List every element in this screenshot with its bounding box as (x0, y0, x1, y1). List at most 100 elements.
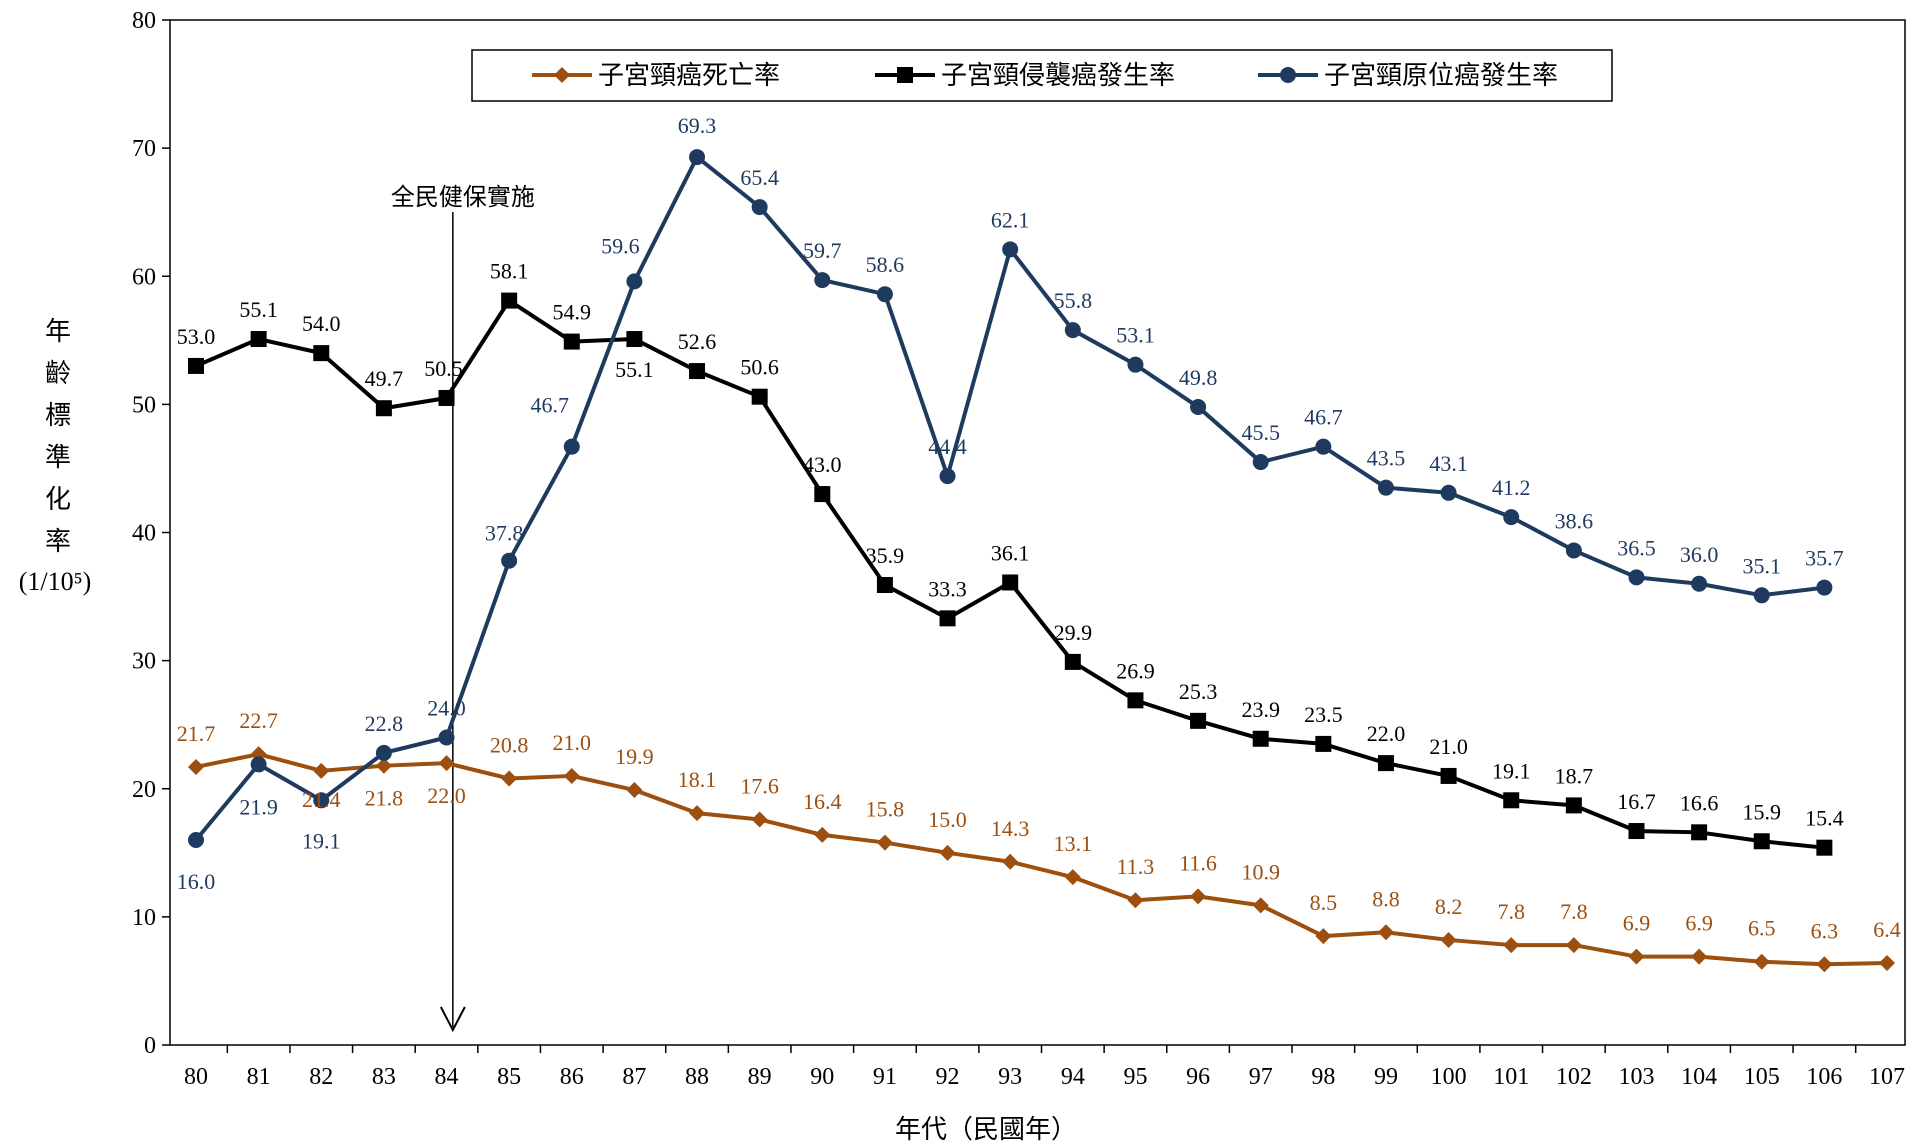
x-tick-label: 98 (1311, 1064, 1335, 1090)
data-label: 18.7 (1555, 763, 1594, 788)
data-point (1315, 735, 1332, 752)
data-point (689, 805, 706, 822)
data-point (897, 67, 913, 83)
data-label: 13.1 (1054, 831, 1093, 856)
x-tick-label: 91 (873, 1064, 897, 1090)
data-point (1280, 67, 1296, 83)
data-label: 23.5 (1304, 702, 1343, 727)
data-label: 55.1 (615, 357, 654, 382)
data-point (1315, 438, 1332, 455)
legend-label: 子宮頸原位癌發生率 (1324, 61, 1558, 91)
data-label: 58.6 (866, 252, 905, 277)
data-label: 53.0 (177, 324, 216, 349)
data-label: 22.0 (427, 783, 466, 808)
data-label: 14.3 (991, 816, 1030, 841)
x-tick-label: 90 (810, 1064, 834, 1090)
data-label: 26.9 (1116, 658, 1155, 683)
x-tick-label: 83 (372, 1064, 396, 1090)
x-tick-label: 95 (1123, 1064, 1147, 1090)
data-point (1377, 924, 1394, 941)
data-point (1064, 869, 1081, 886)
data-point (1002, 853, 1019, 870)
data-point (1628, 823, 1645, 840)
x-tick-label: 97 (1249, 1064, 1273, 1090)
data-label: 44.4 (928, 434, 967, 459)
y-tick-label: 10 (132, 905, 156, 931)
x-tick-label: 89 (748, 1064, 772, 1090)
legend-box (471, 49, 1613, 102)
data-point (250, 331, 267, 348)
x-tick-label: 100 (1431, 1064, 1467, 1090)
data-point (689, 363, 706, 380)
x-tick-label: 103 (1618, 1064, 1654, 1090)
data-label: 25.3 (1179, 679, 1218, 704)
y-axis-title-char: 年 (45, 317, 71, 347)
data-point (1002, 241, 1019, 258)
data-label: 59.6 (601, 233, 640, 258)
data-label: 7.8 (1497, 899, 1525, 924)
legend: 子宮頸癌死亡率 子宮頸侵襲癌發生率 子宮頸原位癌發生率 (471, 49, 1613, 102)
y-axis-title-char: 齡 (45, 359, 71, 389)
data-point (1440, 767, 1457, 784)
data-point (188, 758, 204, 775)
data-point (1879, 955, 1895, 971)
data-point (375, 757, 392, 774)
data-label: 16.0 (177, 869, 216, 894)
y-axis-ticks: 0 10 20 30 40 50 60 70 80 (132, 8, 170, 1059)
data-label: 6.3 (1811, 918, 1839, 943)
data-point (250, 756, 267, 773)
data-point (438, 755, 455, 772)
data-point (939, 468, 956, 485)
data-label: 52.6 (678, 329, 717, 354)
data-point (313, 762, 330, 779)
data-label: 17.6 (740, 774, 779, 799)
data-point (1628, 569, 1645, 586)
x-tick-label: 101 (1493, 1064, 1529, 1090)
data-point (876, 577, 893, 594)
data-label: 7.8 (1560, 899, 1588, 924)
data-label: 22.8 (365, 711, 404, 736)
data-label: 54.9 (553, 300, 592, 325)
data-label: 11.3 (1117, 854, 1155, 879)
data-point (1565, 797, 1582, 814)
data-point (563, 438, 580, 455)
data-point (563, 767, 580, 784)
axes (169, 19, 1906, 1046)
data-point (814, 826, 831, 843)
data-label: 20.8 (490, 733, 529, 758)
data-point (1753, 953, 1770, 970)
x-axis-title: 年代（民國年） (895, 1115, 1077, 1144)
y-axis-title-char: 化 (45, 485, 71, 515)
data-point (1503, 792, 1520, 809)
data-point (1252, 730, 1269, 747)
data-point (1565, 542, 1582, 559)
data-point (814, 272, 831, 289)
y-tick-label: 80 (132, 8, 156, 34)
data-label: 21.9 (239, 794, 278, 819)
x-tick-label: 96 (1186, 1064, 1210, 1090)
y-axis-title-char: 準 (45, 443, 71, 473)
data-point (501, 292, 518, 309)
data-label: 55.1 (239, 297, 278, 322)
data-label: 6.9 (1623, 911, 1651, 936)
series-3 (188, 149, 1833, 848)
data-point (1691, 575, 1708, 592)
data-label: 53.1 (1116, 323, 1155, 348)
x-tick-label: 85 (497, 1064, 521, 1090)
data-label: 19.9 (615, 744, 654, 769)
data-label: 65.4 (740, 165, 779, 190)
data-label: 36.1 (991, 540, 1030, 565)
y-tick-label: 50 (132, 392, 156, 418)
x-tick-label: 102 (1556, 1064, 1592, 1090)
series-2 (188, 292, 1833, 856)
x-tick-label: 94 (1061, 1064, 1085, 1090)
y-tick-label: 40 (132, 521, 156, 547)
data-label: 8.8 (1372, 886, 1400, 911)
data-point (1127, 692, 1144, 709)
x-tick-label: 104 (1681, 1064, 1717, 1090)
data-point (501, 552, 518, 569)
data-label: 36.5 (1617, 535, 1656, 560)
data-point (438, 389, 455, 406)
data-label: 49.8 (1179, 365, 1218, 390)
data-label: 21.7 (177, 721, 216, 746)
